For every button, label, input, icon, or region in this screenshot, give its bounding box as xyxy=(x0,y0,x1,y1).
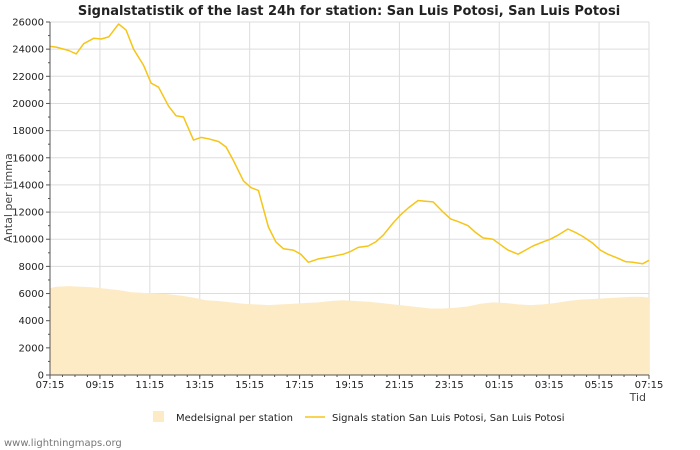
x-tick-label: 07:15 xyxy=(36,380,65,391)
legend-area-label: Medelsignal per station xyxy=(176,413,293,424)
y-tick-label: 26000 xyxy=(12,18,44,29)
x-tick-label: 05:15 xyxy=(585,380,614,391)
y-tick-label: 18000 xyxy=(12,126,44,137)
x-tick-label: 07:15 xyxy=(635,380,664,391)
y-tick-label: 14000 xyxy=(12,180,44,191)
area-series xyxy=(50,286,649,375)
y-tick-label: 0 xyxy=(38,371,44,382)
x-tick-labels: 07:15 09:15 11:15 13:15 15:15 17:15 19:15 21:15… xyxy=(36,375,664,391)
footer-credit: www.lightningmaps.org xyxy=(4,438,122,449)
y-tick-label: 16000 xyxy=(12,153,44,164)
x-tick-label: 23:15 xyxy=(435,380,464,391)
x-tick-label: 17:15 xyxy=(285,380,314,391)
y-axis-label: Antal per timma xyxy=(2,153,15,242)
line-series xyxy=(49,23,650,265)
legend-area-swatch xyxy=(153,411,164,422)
legend: Medelsignal per station Signals station … xyxy=(153,411,564,424)
x-tick-label: 15:15 xyxy=(235,380,264,391)
x-tick-label: 11:15 xyxy=(135,380,164,391)
y-tick-label: 12000 xyxy=(12,208,44,219)
x-tick-label: 19:15 xyxy=(335,380,364,391)
y-tick-label: 24000 xyxy=(12,45,44,56)
area-medelsignal xyxy=(50,286,649,375)
y-tick-label: 20000 xyxy=(12,99,44,110)
y-tick-label: 22000 xyxy=(12,72,44,83)
y-tick-labels: 0 2000 4000 6000 8000 10000 12000 14000 16000 180… xyxy=(12,18,50,382)
x-tick-label: 03:15 xyxy=(535,380,564,391)
x-tick-label: 21:15 xyxy=(385,380,414,391)
x-tick-label: 09:15 xyxy=(86,380,115,391)
x-tick-label: 13:15 xyxy=(185,380,214,391)
x-tick-label: 01:15 xyxy=(485,380,514,391)
y-tick-label: 8000 xyxy=(19,262,44,273)
y-tick-label: 4000 xyxy=(19,316,44,327)
y-tick-label: 2000 xyxy=(19,343,44,354)
legend-line-label: Signals station San Luis Potosi, San Lui… xyxy=(332,413,564,424)
y-tick-label: 10000 xyxy=(12,235,44,246)
line-station-signals xyxy=(49,23,650,265)
x-axis-label: Tid xyxy=(629,391,646,404)
chart-title: Signalstatistik of the last 24h for stat… xyxy=(78,4,620,19)
y-tick-label: 6000 xyxy=(19,289,44,300)
